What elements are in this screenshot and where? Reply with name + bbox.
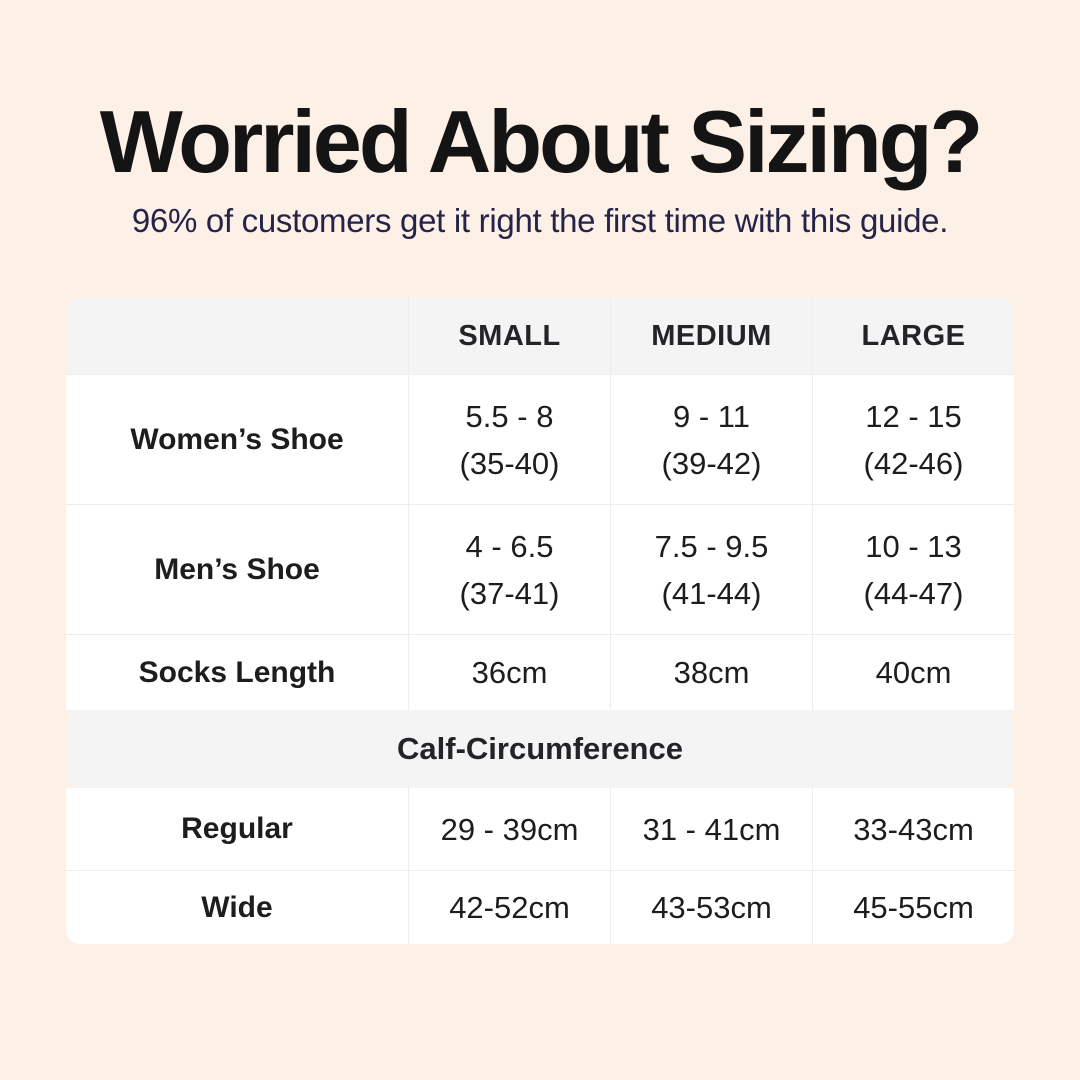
cell-value: 7.5 - 9.5 [654,528,769,564]
table-header-row: SMALL MEDIUM LARGE [66,298,1014,375]
table-row-mens-shoe: Men’s Shoe 4 - 6.5 (37-41) 7.5 - 9.5 (41… [66,504,1014,635]
row-label: Women’s Shoe [130,422,344,456]
cell-eu-value: (39-42) [661,445,762,481]
cell-regular-small: 29 - 39cm [408,788,610,871]
cell-value: 10 - 13 [865,528,962,564]
row-label: Men’s Shoe [154,552,320,586]
cell-eu-value: (44-47) [863,575,964,611]
header-cell-small: SMALL [408,298,610,375]
cell-value: 43-53cm [651,890,772,926]
cell-value: 42-52cm [449,890,570,926]
table-row-regular: Regular 29 - 39cm 31 - 41cm 33-43cm [66,788,1014,871]
cell-socks-small: 36cm [408,635,610,711]
cell-eu-value: (41-44) [661,575,762,611]
cell-value: 36cm [471,655,548,691]
cell-womens-small: 5.5 - 8 (35-40) [408,375,610,505]
cell-womens-large: 12 - 15 (42-46) [812,375,1014,505]
cell-value: 31 - 41cm [642,811,781,847]
sizing-table: SMALL MEDIUM LARGE Women’s Shoe 5.5 - 8 … [66,298,1014,945]
cell-eu-value: (37-41) [459,575,560,611]
cell-value: 45-55cm [853,890,974,926]
cell-value: 4 - 6.5 [465,528,554,564]
cell-regular-medium: 31 - 41cm [610,788,812,871]
cell-value: 40cm [875,655,952,691]
cell-wide-small: 42-52cm [408,871,610,945]
cell-mens-large: 10 - 13 (44-47) [812,505,1014,635]
row-label: Regular [181,812,293,846]
cell-value: 5.5 - 8 [465,398,554,434]
section-header-calf-circumference: Calf-Circumference [66,710,1014,789]
cell-regular-large: 33-43cm [812,788,1014,871]
cell-socks-large: 40cm [812,635,1014,711]
cell-womens-medium: 9 - 11 (39-42) [610,375,812,505]
cell-wide-large: 45-55cm [812,871,1014,945]
cell-wide-medium: 43-53cm [610,871,812,945]
cell-eu-value: (35-40) [459,445,560,481]
cell-value: 29 - 39cm [440,811,579,847]
header-cell-large: LARGE [812,298,1014,375]
cell-value: 12 - 15 [865,398,962,434]
cell-value: 33-43cm [853,811,974,847]
header-cell-medium: MEDIUM [610,298,812,375]
row-label: Wide [201,890,273,924]
table-row-womens-shoe: Women’s Shoe 5.5 - 8 (35-40) 9 - 11 (39-… [66,374,1014,505]
header-cell-empty [66,298,408,374]
cell-value: 9 - 11 [673,398,750,434]
page-subtitle: 96% of customers get it right the first … [131,202,949,240]
cell-eu-value: (42-46) [863,445,964,481]
cell-value: 38cm [673,655,750,691]
table-row-wide: Wide 42-52cm 43-53cm 45-55cm [66,870,1014,945]
cell-socks-medium: 38cm [610,635,812,711]
row-label: Socks Length [138,655,336,689]
page-title: Worried About Sizing? [99,92,983,191]
cell-mens-small: 4 - 6.5 (37-41) [408,505,610,635]
table-row-socks-length: Socks Length 36cm 38cm 40cm [66,634,1014,711]
cell-mens-medium: 7.5 - 9.5 (41-44) [610,505,812,635]
